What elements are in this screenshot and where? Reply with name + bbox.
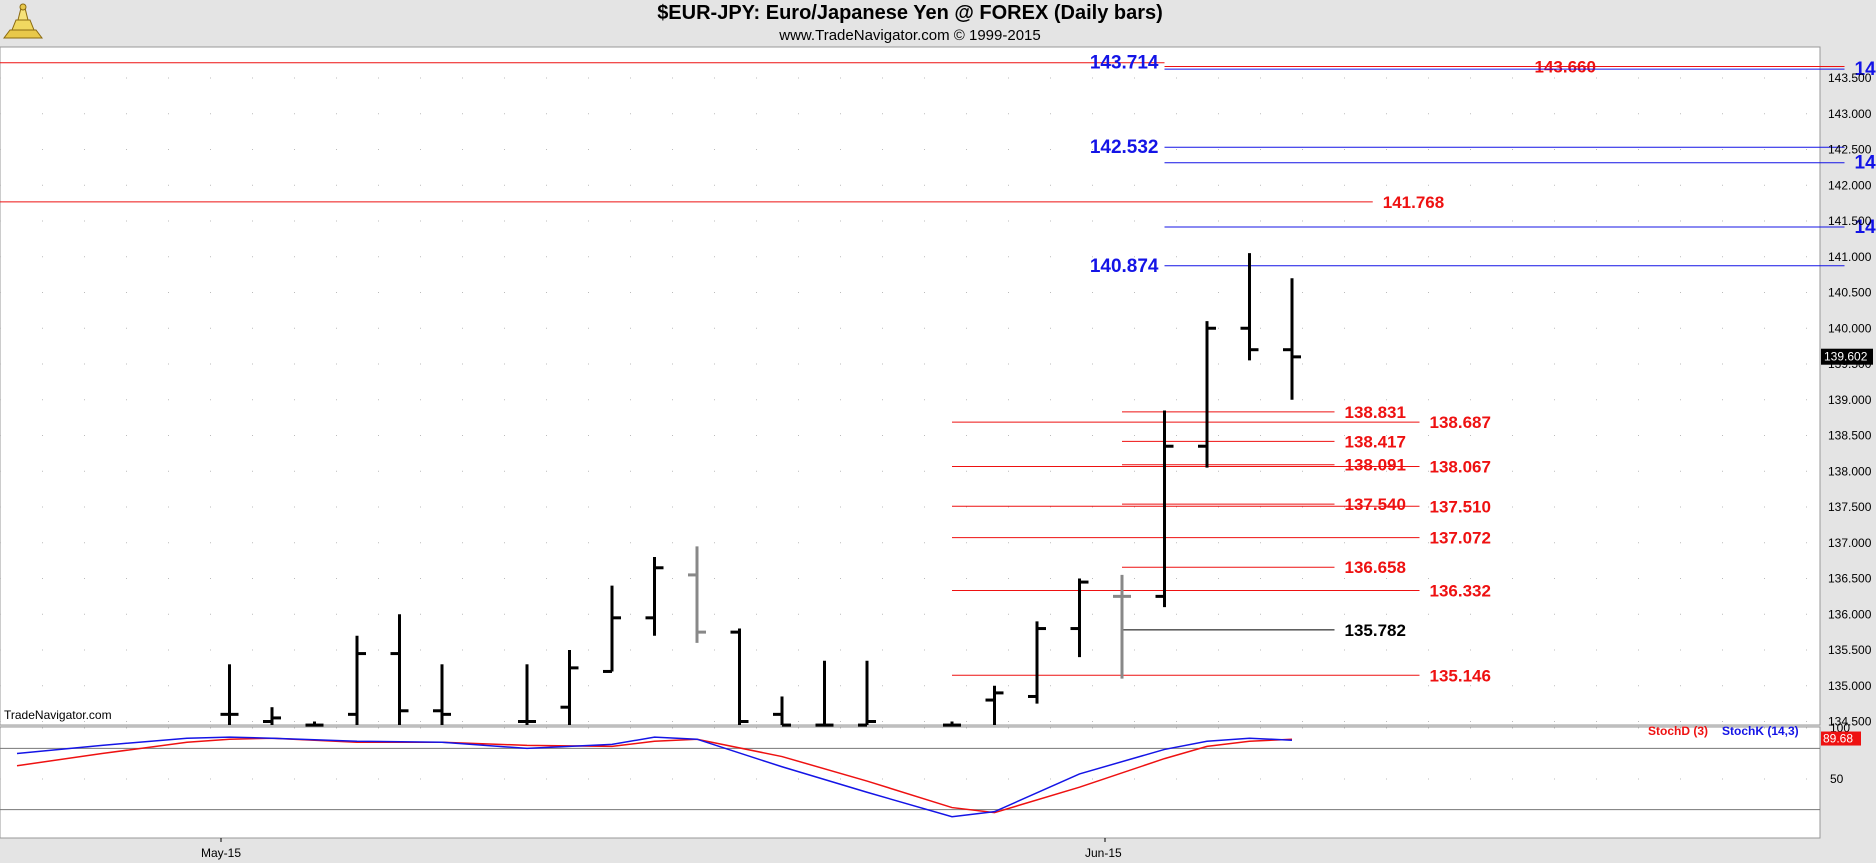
level-label: 136.658: [1345, 558, 1406, 577]
level-label: 140.874: [1090, 256, 1159, 277]
ohlc-bar: [1070, 578, 1089, 658]
y-tick-label: 136.000: [1828, 607, 1872, 621]
level-label: 137.510: [1430, 497, 1491, 516]
y-tick-label: 140.000: [1828, 321, 1872, 335]
stochd-legend: StochD (3): [1648, 724, 1708, 738]
stochastic-panel: [0, 726, 1821, 839]
level-label: 141.416: [1855, 217, 1876, 238]
x-tick-label: Jun-15: [1085, 846, 1122, 860]
ohlc-bar: [220, 664, 239, 725]
ohlc-bar: [815, 660, 834, 727]
y-tick-label: 140.500: [1828, 286, 1872, 300]
ohlc-bar: [348, 635, 366, 725]
level-label: 137.540: [1345, 495, 1406, 514]
level-label: 138.091: [1345, 456, 1406, 475]
ohlc-bar: [1113, 574, 1131, 679]
ohlc-bar: [603, 585, 621, 673]
ohlc-bar: [985, 685, 1004, 725]
ohlc-bar: [858, 660, 876, 727]
ohlc-bar: [560, 650, 579, 725]
ohlc-bar: [1283, 278, 1301, 400]
price-panel: [0, 46, 1821, 726]
ohlc-bar: [1028, 621, 1046, 704]
y-tick-label: 137.000: [1828, 536, 1872, 550]
ohlc-bar: [263, 707, 281, 725]
ohlc-bar: [518, 664, 536, 725]
stochd-line: [16, 737, 1293, 814]
level-label: 143.624: [1855, 59, 1876, 80]
y-tick-label: 139.000: [1828, 393, 1872, 407]
y-tick-label: 143.000: [1828, 107, 1872, 121]
y-tick-label: 142.500: [1828, 143, 1872, 157]
y-tick-label: 134.500: [1828, 715, 1872, 729]
ohlc-bar: [943, 721, 961, 727]
level-label: 142.315: [1855, 153, 1876, 174]
chart-title: $EUR-JPY: Euro/Japanese Yen @ FOREX (Dai…: [657, 2, 1163, 24]
ohlc-bar: [1155, 410, 1174, 608]
level-label: 135.146: [1430, 666, 1491, 685]
level-label: 138.687: [1430, 413, 1491, 432]
ohlc-bar: [305, 721, 324, 727]
y-tick-label: 138.000: [1828, 464, 1872, 478]
ohlc-bar: [433, 664, 451, 725]
stoch-last-box: [1821, 731, 1861, 746]
level-label: 138.417: [1345, 432, 1406, 451]
last-price-label: 139.602: [1824, 350, 1868, 364]
y-tick-label: 135.000: [1828, 679, 1872, 693]
stoch-y-tick-label: 100: [1830, 721, 1850, 735]
y-tick-label: 143.500: [1828, 71, 1872, 85]
ohlc-bar: [730, 628, 749, 725]
stoch-y-tick-label: 50: [1830, 772, 1844, 786]
ohlc-bar: [773, 696, 791, 727]
ohlc-bar: [1240, 253, 1259, 361]
level-label: 138.831: [1345, 403, 1406, 422]
ohlc-bar: [390, 614, 409, 725]
ohlc-bar: [688, 546, 706, 643]
stochk-line: [16, 736, 1293, 818]
watermark-label: TradeNavigator.com: [4, 708, 112, 722]
level-label: 136.332: [1430, 582, 1491, 601]
y-tick-label: 138.500: [1828, 429, 1872, 443]
ohlc-bar: [645, 557, 664, 636]
x-tick-label: May-15: [201, 846, 241, 860]
level-label: 143.660: [1535, 58, 1596, 77]
y-tick-label: 135.500: [1828, 643, 1872, 657]
chart-subtitle: www.TradeNavigator.com © 1999-2015: [779, 27, 1041, 44]
last-price-box: [1821, 348, 1873, 365]
y-tick-label: 141.000: [1828, 250, 1872, 264]
stoch-last-label: 89.68: [1823, 732, 1853, 746]
level-label: 143.714: [1090, 53, 1159, 74]
ohlc-bar: [1198, 321, 1216, 468]
level-label: 135.782: [1345, 621, 1406, 640]
level-label: 138.067: [1430, 457, 1491, 476]
level-label: 137.072: [1430, 529, 1491, 548]
y-tick-label: 136.500: [1828, 572, 1872, 586]
y-tick-label: 142.000: [1828, 178, 1872, 192]
y-tick-label: 137.500: [1828, 500, 1872, 514]
y-tick-label: 141.500: [1828, 214, 1872, 228]
level-label: 142.532: [1090, 137, 1159, 158]
stochk-legend: StochK (14,3): [1722, 724, 1799, 738]
tradenavigator-logo-icon: [3, 3, 43, 39]
level-label: 141.768: [1383, 193, 1444, 212]
